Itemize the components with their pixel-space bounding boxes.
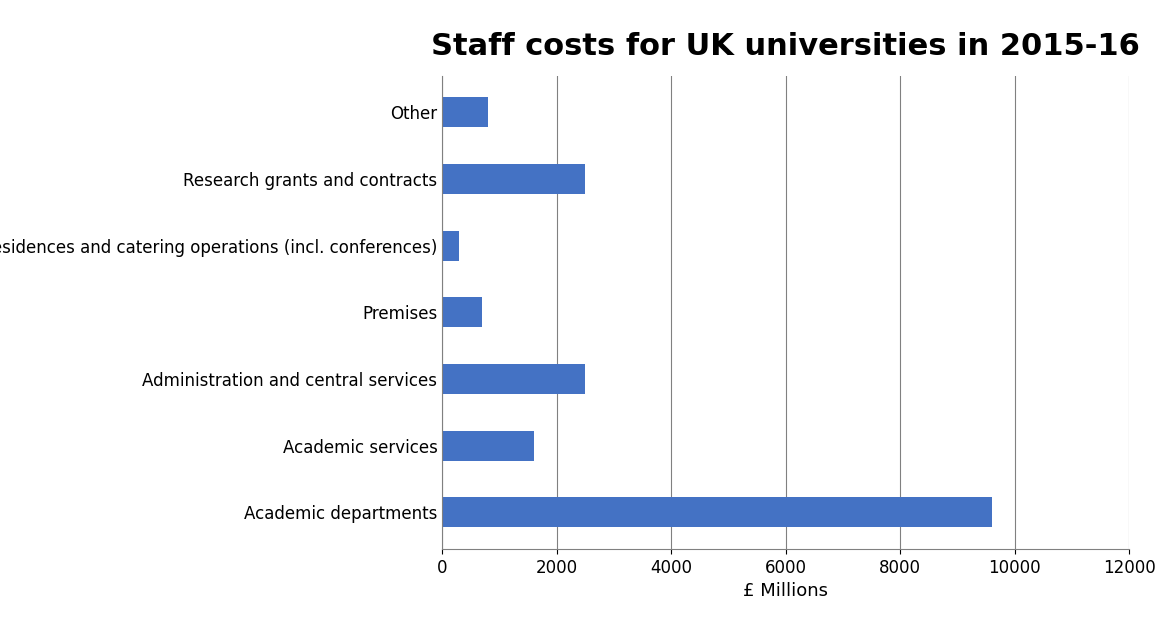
X-axis label: £ Millions: £ Millions	[743, 582, 829, 600]
Bar	[442, 97, 488, 127]
Bar	[442, 231, 460, 261]
Bar	[442, 164, 585, 194]
Bar	[442, 364, 585, 394]
Bar	[442, 431, 534, 461]
Bar	[442, 297, 482, 327]
Title: Staff costs for UK universities in 2015-16: Staff costs for UK universities in 2015-…	[432, 32, 1140, 61]
Bar	[442, 497, 992, 528]
